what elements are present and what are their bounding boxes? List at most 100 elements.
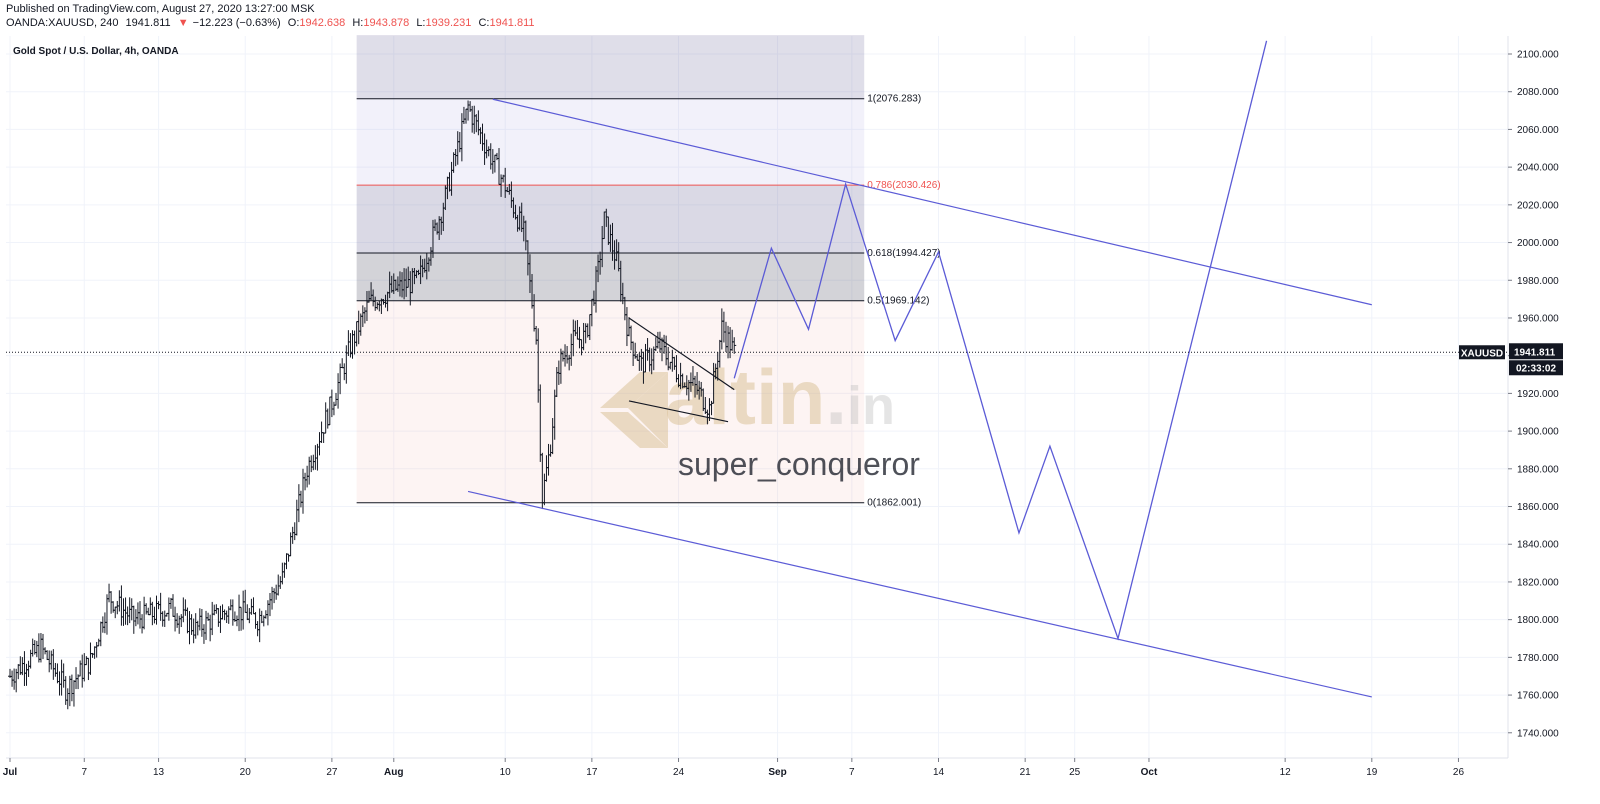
time-tick-label: 14: [933, 767, 945, 778]
price-bar: [38, 633, 43, 663]
price-bar: [317, 432, 322, 456]
price-bar: [239, 606, 244, 631]
price-bar: [45, 650, 50, 661]
close-label: C:: [478, 17, 490, 29]
price-tick-label: 1860.000: [1517, 502, 1559, 513]
price-bar: [98, 621, 103, 647]
price-bar: [251, 597, 256, 615]
time-tick-label: 7: [849, 767, 855, 778]
price-bar: [154, 595, 159, 625]
price-bar: [129, 598, 134, 621]
price-bar: [247, 608, 252, 624]
price-bar: [148, 597, 153, 616]
price-bar: [142, 596, 147, 630]
channel-upper-line[interactable]: [492, 98, 1372, 306]
price-bar: [183, 599, 188, 616]
price-bar: [74, 667, 79, 690]
price-bar: [26, 660, 31, 677]
watermark-logo-shape: [600, 372, 668, 448]
candles: [8, 100, 737, 710]
wedge-lower-line[interactable]: [628, 400, 729, 423]
forecast-path-line[interactable]: [733, 40, 1268, 641]
price-bar: [280, 562, 285, 585]
price-bar: [30, 638, 35, 657]
price-bar: [16, 664, 21, 680]
price-bar: [96, 638, 101, 647]
time-tick-label: Jul: [3, 767, 18, 778]
price-bar: [199, 608, 204, 637]
price-tick-label: 1900.000: [1517, 427, 1559, 438]
price-bar: [228, 599, 233, 611]
time-tick-label: Sep: [768, 767, 786, 778]
price-bar: [175, 613, 180, 628]
fib-zone: [356, 253, 865, 301]
fib-zone: [356, 98, 865, 186]
drawings[interactable]: [467, 40, 1372, 698]
high-label: H:: [352, 17, 364, 29]
price-bar: [292, 522, 297, 541]
price-bar: [243, 589, 248, 613]
symbol-tag-label: XAUUSD: [1461, 348, 1503, 359]
price-bar: [18, 656, 23, 675]
watermark: altin.in super_conqueror: [600, 353, 920, 482]
price-bar: [311, 454, 316, 471]
price-bar: [36, 633, 41, 663]
fib-zone: [356, 35, 865, 99]
open-value: 1942.638: [299, 17, 346, 29]
price-bar: [111, 601, 116, 613]
price-bar: [208, 614, 213, 642]
time-axis[interactable]: Jul 7 13 20 27 Aug 10 17 24 Sep 7 14 21 25 Oct 12 19 26: [3, 757, 1508, 778]
price-bar: [204, 610, 209, 640]
price-bar: [259, 610, 264, 624]
price-bar: [61, 663, 66, 688]
wedge-upper-line[interactable]: [628, 317, 735, 391]
price-bar: [189, 614, 194, 635]
price-bar: [340, 358, 345, 369]
price-bar: [325, 408, 330, 429]
price-bar: [237, 594, 242, 632]
fib-level-label: 0.786(2030.426): [867, 180, 940, 191]
price-bar: [298, 490, 303, 508]
price-bar: [160, 611, 165, 627]
time-tick-label: Aug: [384, 767, 403, 778]
price-bar: [59, 659, 64, 696]
price-change: −12.223 (−0.63%): [192, 17, 281, 29]
price-bar: [135, 602, 140, 625]
price-bar: [152, 606, 157, 624]
price-bar: [323, 402, 328, 434]
price-bar: [267, 592, 272, 617]
price-bar: [49, 650, 54, 670]
price-bar: [342, 363, 347, 381]
price-bar: [80, 654, 85, 688]
price-tick-label: 2000.000: [1517, 238, 1559, 249]
price-bar: [296, 484, 301, 523]
price-bar: [210, 601, 215, 636]
price-bar: [344, 345, 349, 384]
price-bar: [278, 576, 283, 589]
price-bar: [179, 614, 184, 628]
logo-part: [600, 372, 668, 408]
price-bar: [212, 604, 217, 616]
price-bar: [76, 674, 81, 690]
countdown-tag: [1509, 360, 1563, 376]
price-bar: [234, 615, 239, 627]
price-bar: [162, 610, 167, 627]
price-tick-label: 1780.000: [1517, 653, 1559, 664]
price-bar: [245, 604, 250, 621]
time-tick-label: 25: [1069, 767, 1081, 778]
price-bar: [272, 588, 277, 604]
watermark-brand: altin.in: [665, 353, 895, 441]
price-bar: [86, 657, 91, 681]
price-bar: [113, 606, 118, 619]
current-price-tag-label: 1941.811: [1514, 347, 1556, 358]
price-bar: [331, 401, 336, 416]
price-bar: [321, 432, 326, 443]
channel-lower-line[interactable]: [467, 490, 1372, 698]
price-bar: [284, 553, 289, 570]
price-bar: [94, 641, 99, 658]
price-axis[interactable]: 2100.000 2080.000 2060.000 2040.000 2020.000…: [1507, 36, 1563, 758]
price-bar: [144, 603, 149, 615]
price-tick-label: 2080.000: [1517, 87, 1559, 98]
price-bar: [282, 562, 287, 578]
